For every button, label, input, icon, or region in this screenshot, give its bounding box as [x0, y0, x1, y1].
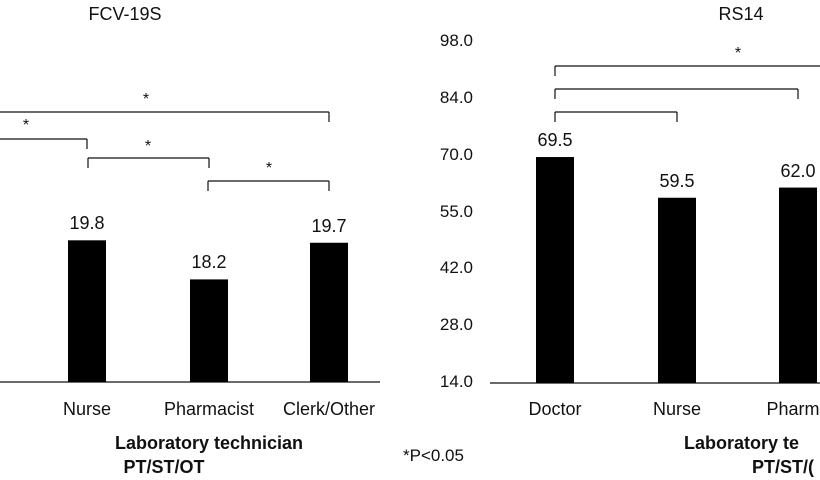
- bar-value-label: 59.5: [659, 170, 695, 191]
- bar-doctor: [536, 157, 574, 383]
- category-label: Doctor: [528, 399, 582, 419]
- bar-value-label: 18.2: [191, 252, 227, 273]
- category-label: Pharmacist: [163, 399, 255, 419]
- bar-pharmacist: [190, 279, 228, 382]
- chart-title: FCV-19S: [88, 4, 162, 24]
- bar-value-label: 69.5: [537, 130, 573, 151]
- significance-star: *: [22, 117, 30, 134]
- bar-value-label: 19.7: [311, 215, 347, 236]
- group-label: PT/ST/(: [752, 457, 814, 477]
- bar-nurse: [658, 197, 696, 383]
- category-label: Nurse: [62, 399, 112, 419]
- significance-star: *: [144, 138, 152, 155]
- y-tick-label: 55.0: [439, 202, 473, 221]
- group-label: Laboratory technician: [114, 433, 304, 453]
- category-label: Pharma: [766, 399, 820, 419]
- y-tick-label: 28.0: [439, 315, 473, 334]
- significance-footnote: *P<0.05: [403, 446, 464, 465]
- bar-clerk-other: [310, 242, 348, 382]
- y-tick-label: 84.0: [439, 88, 473, 107]
- category-label: Clerk/Other: [282, 399, 376, 419]
- bar-value-label: 62.0: [780, 160, 816, 181]
- bar-value-label: 19.8: [69, 213, 105, 234]
- group-label: PT/ST/OT: [123, 457, 205, 477]
- bar-pharma: [779, 187, 817, 383]
- chart-title: RS14: [718, 4, 764, 24]
- significance-star: *: [734, 45, 742, 62]
- group-label: Laboratory te: [684, 433, 800, 453]
- significance-star: *: [265, 160, 273, 177]
- y-tick-label: 98.0: [439, 31, 473, 50]
- category-label: Nurse: [652, 399, 702, 419]
- y-tick-label: 70.0: [439, 145, 473, 164]
- y-tick-label: 42.0: [439, 258, 473, 277]
- bar-nurse: [68, 240, 106, 382]
- y-tick-label: 14.0: [439, 372, 473, 391]
- significance-star: *: [142, 91, 150, 108]
